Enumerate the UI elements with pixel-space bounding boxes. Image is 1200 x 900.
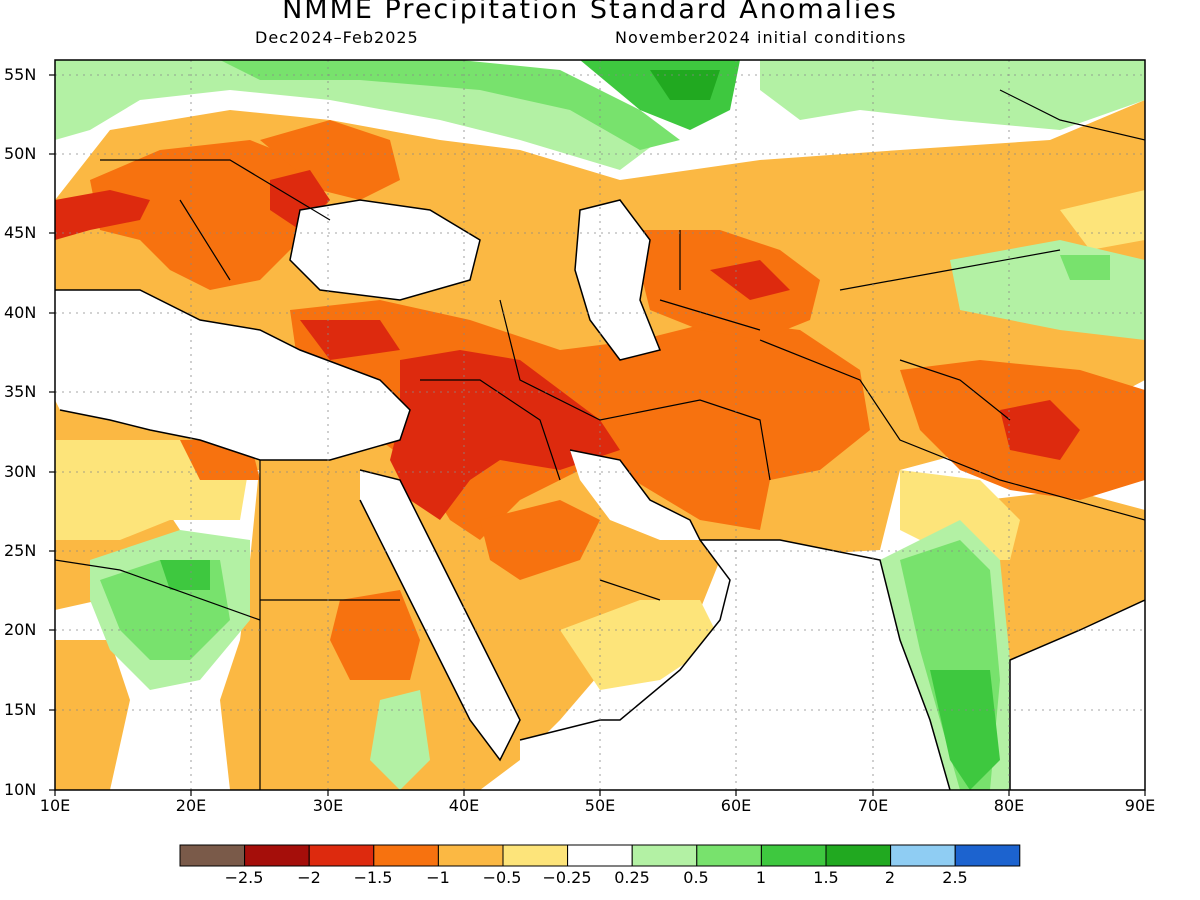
region-wet-china-core (1060, 255, 1110, 280)
colorbar-label: 1 (755, 868, 767, 887)
lon-label-30e: 30E (312, 796, 344, 815)
region-very-dry-europe (55, 190, 150, 240)
caspian-sea (575, 200, 660, 360)
lon-label-40e: 40E (448, 796, 480, 815)
region-very-dry-tibet (1000, 400, 1080, 460)
persian-gulf (570, 450, 700, 540)
colorbar-label: −2 (297, 868, 321, 887)
lat-label-40n: 40N (4, 303, 37, 322)
colorbar-swatch (502, 844, 569, 867)
region-dry-africa (330, 590, 420, 680)
region-wet-north-peak (650, 70, 720, 100)
colorbar-swatch (631, 844, 698, 867)
gulf-of-aden (520, 720, 650, 790)
colorbar-swatch (890, 844, 956, 867)
colorbar-label: 2.5 (942, 868, 968, 887)
lat-label-15n: 15N (4, 700, 37, 719)
colorbar-swatch (244, 844, 310, 867)
axis-ticks (49, 74, 1146, 796)
colorbar-label: −2.5 (224, 868, 264, 887)
colorbar (179, 844, 1021, 867)
lon-label-60e: 60E (720, 796, 752, 815)
colorbar-label: 2 (884, 868, 896, 887)
initial-conditions: November2024 initial conditions (615, 28, 907, 47)
colorbar-label: −1 (426, 868, 450, 887)
region-wet-sahel-peak (160, 560, 210, 590)
forecast-period: Dec2024–Feb2025 (255, 28, 419, 47)
colorbar-label: 1.5 (813, 868, 839, 887)
colorbar-swatch (760, 844, 827, 867)
region-dry-arabia (480, 500, 600, 580)
bay-of-bengal (1010, 600, 1145, 790)
region-wet-india-peak (930, 670, 1000, 790)
region-mild-dry-east (1060, 190, 1145, 250)
region-moderate-dry-india (980, 490, 1145, 660)
region-wet-northeast (760, 60, 1145, 130)
region-very-dry-levant (390, 350, 620, 520)
lat-label-10n: 10N (4, 780, 37, 799)
lon-label-10e: 10E (39, 796, 71, 815)
colorbar-label: −0.25 (542, 868, 592, 887)
region-moderate-dry-southwest (55, 640, 130, 790)
colorbar-label: −0.5 (482, 868, 522, 887)
colorbar-swatch (567, 844, 633, 867)
region-very-dry-anatolia (300, 320, 400, 360)
region-dry-ukraine (260, 120, 400, 200)
lat-label-35n: 35N (4, 382, 37, 401)
lat-label-45n: 45N (4, 223, 37, 242)
colorbar-label: 0.25 (614, 868, 650, 887)
colorbar-label: 0.5 (683, 868, 709, 887)
colorbar-swatch (825, 844, 892, 867)
lat-label-50n: 50N (4, 144, 37, 163)
region-very-dry-kazakh (710, 260, 790, 300)
coastlines (55, 199, 1145, 790)
colorbar-swatch (954, 844, 1021, 867)
colorbar-swatch (373, 844, 439, 867)
lat-label-20n: 20N (4, 620, 37, 639)
lat-label-55n: 55N (4, 65, 37, 84)
lon-label-50e: 50E (584, 796, 616, 815)
arabian-sea (600, 540, 950, 790)
lon-label-20e: 20E (175, 796, 207, 815)
lat-label-25n: 25N (4, 541, 37, 560)
lat-label-30n: 30N (4, 462, 37, 481)
lon-label-90e: 90E (1124, 796, 1156, 815)
region-dry-central-asia (630, 230, 820, 340)
mediterranean-sea (55, 290, 410, 460)
region-mild-dry-horn (560, 600, 720, 690)
colorbar-swatch (696, 844, 762, 867)
map-title: NMME Precipitation Standard Anomalies (282, 0, 898, 25)
colorbar-swatch (308, 844, 375, 867)
region-wet-east-africa (370, 690, 430, 790)
lon-label-70e: 70E (857, 796, 889, 815)
region-dry-balkans (90, 140, 330, 290)
colorbar-swatch (437, 844, 504, 867)
black-sea (290, 200, 480, 300)
colorbar-swatch (179, 844, 246, 867)
gridlines (55, 60, 1145, 790)
colorbar-label: −1.5 (353, 868, 393, 887)
region-wet-north-mid (220, 60, 680, 150)
red-sea (360, 470, 520, 760)
lon-label-80e: 80E (993, 796, 1025, 815)
country-borders (55, 89, 1145, 790)
